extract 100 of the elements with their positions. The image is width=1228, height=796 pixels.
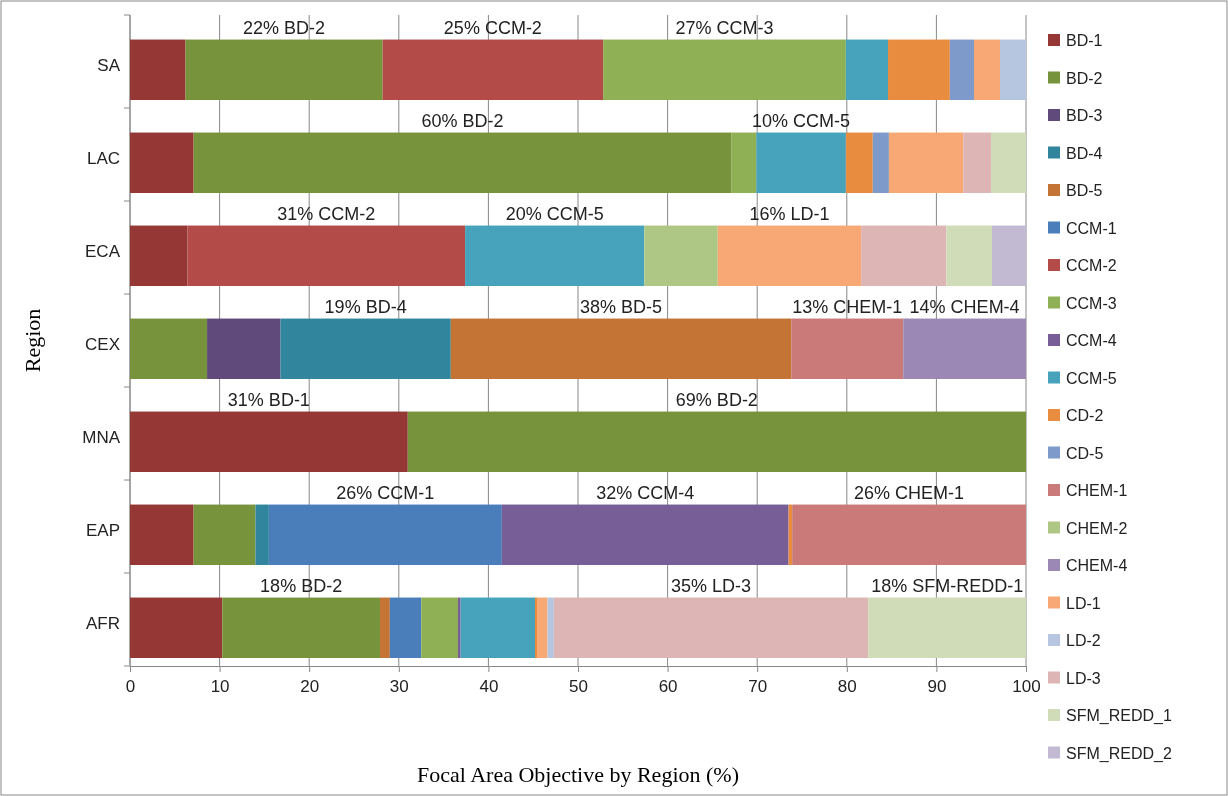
bar [949,39,975,100]
bar [457,597,461,658]
legend-label: BD-2 [1066,69,1103,87]
bar [756,132,846,193]
x-tick-label: 90 [927,677,947,696]
data-label: 26% CCM-1 [336,482,435,503]
data-label: 18% SFM-REDD-1 [871,575,1024,596]
bar [130,39,186,100]
bar [460,597,535,658]
data-label: 31% BD-1 [227,389,310,410]
bar [389,597,422,658]
bar [130,225,188,286]
bar [868,597,1026,658]
data-label: 19% BD-4 [324,296,407,317]
bar [731,132,757,193]
y-tick-label: MNA [82,427,121,447]
x-tick-label: 50 [569,677,588,696]
bar [845,132,873,193]
legend-label: BD-3 [1066,107,1103,124]
legend-label: CHEM-4 [1066,557,1128,574]
y-tick-label: CEX [85,334,120,354]
legend-label: CHEM-2 [1066,519,1128,537]
data-label: 13% CHEM-1 [792,296,903,317]
bar [872,132,889,193]
bar [187,225,466,286]
bar [991,225,1026,286]
bar [974,39,1001,100]
bar [888,132,964,193]
bar [193,504,256,565]
data-label: 20% CCM-5 [505,203,604,224]
data-label: 38% BD-5 [579,296,663,317]
bar [185,39,383,100]
bar [130,318,208,379]
data-label: 31% CCM-2 [277,203,376,224]
data-label: 10% CCM-5 [752,110,851,131]
legend-label: LD-1 [1066,594,1101,612]
x-tick-label: 60 [658,677,678,696]
legend-label: CCM-2 [1066,257,1117,274]
x-tick-label: 100 [1012,677,1041,696]
bar [888,39,950,100]
data-label: 25% CCM-2 [443,17,542,38]
data-label: 18% BD-2 [260,575,343,596]
y-tick-label: SA [97,55,121,75]
bar [130,411,408,472]
data-label: 27% CCM-3 [675,17,774,38]
data-label: 26% CHEM-1 [854,482,965,503]
bar [501,504,789,565]
x-tick-label: 20 [300,677,320,696]
bar [845,39,889,100]
bar [534,597,538,658]
data-label: 35% LD-3 [671,575,752,596]
bar [644,225,718,286]
bar [280,318,451,379]
bar [465,225,645,286]
data-label: 60% BD-2 [421,110,504,131]
legend-label: CD-5 [1066,444,1104,462]
bar [207,318,281,379]
bar [1000,39,1026,100]
x-tick-label: 30 [389,677,409,696]
y-axis-title: Region [20,308,45,373]
legend-label: CCM-1 [1066,219,1117,237]
legend-label: BD-5 [1066,182,1103,199]
data-label: 16% LD-1 [749,203,830,224]
legend-label: CCM-4 [1066,332,1117,349]
data-label: 14% CHEM-4 [909,296,1020,317]
bar [407,411,1026,472]
legend-label: CCM-5 [1066,369,1117,387]
bar [717,225,862,286]
x-tick-label: 70 [748,677,768,696]
legend-label: CHEM-1 [1066,482,1128,499]
bar [553,597,869,658]
x-axis-title: Focal Area Objective by Region (%) [417,762,739,787]
bar [193,132,732,193]
legend-label: LD-2 [1066,632,1101,649]
data-label: 22% BD-2 [243,17,326,38]
bar [130,504,194,565]
bar [130,597,223,658]
x-tick-label: 0 [125,677,136,696]
bar [991,132,1026,193]
bar [861,225,947,286]
legend-label: CD-2 [1066,407,1104,424]
legend-label: BD-1 [1066,32,1103,49]
bar [382,39,604,100]
y-tick-label: ECA [85,241,121,261]
bar [222,597,380,658]
legend-label: LD-3 [1066,669,1101,687]
data-label: 69% BD-2 [675,389,758,410]
legend-label: SFM_REDD_1 [1066,707,1172,725]
bar [130,132,194,193]
bar [792,504,1026,565]
bar [547,597,554,658]
y-tick-label: EAP [85,520,120,540]
bar [603,39,846,100]
y-tick-label: AFR [86,613,120,633]
legend-label: SFM_REDD_2 [1066,744,1172,763]
bar [537,597,548,658]
bar [255,504,269,565]
legend-label: BD-4 [1066,144,1103,162]
x-tick-label: 80 [837,677,857,696]
x-tick-label: 40 [479,677,499,696]
